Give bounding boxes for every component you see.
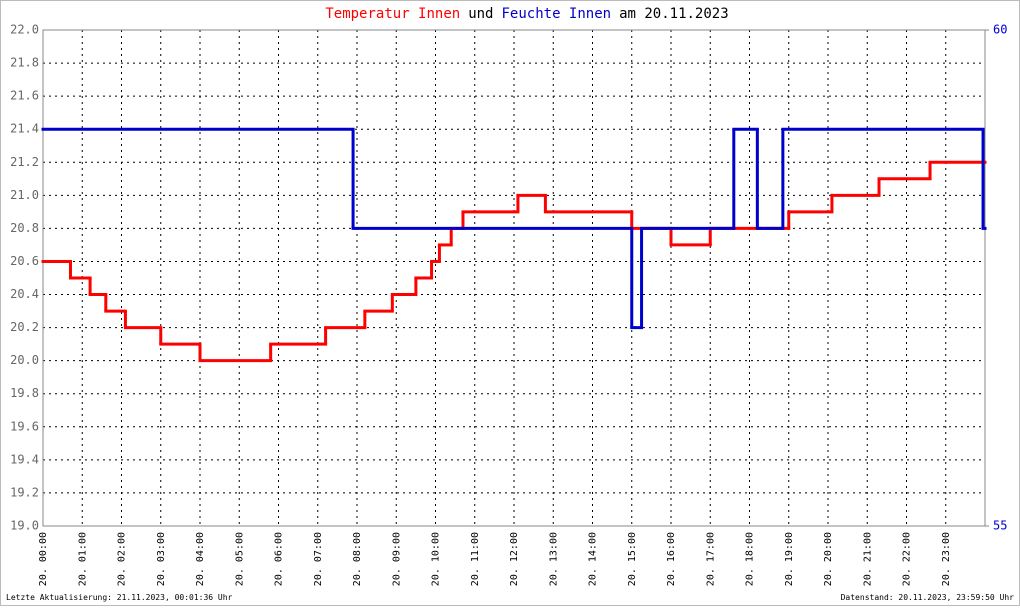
x-tick-label: 20. 11:00 [470, 532, 481, 586]
y-tick-label: 20.6 [10, 254, 39, 268]
y-tick-label: 21.0 [10, 188, 39, 202]
x-tick-label: 20. 21:00 [862, 532, 873, 586]
x-tick-label: 20. 08:00 [352, 532, 363, 586]
y-tick-label: 21.8 [10, 56, 39, 70]
y2-tick-label: 55 [993, 519, 1007, 533]
series [41, 160, 987, 363]
y-tick-label: 19.4 [10, 452, 39, 466]
y-tick-label: 21.2 [10, 155, 39, 169]
x-tick-label: 20. 17:00 [705, 532, 716, 586]
series [41, 127, 987, 330]
x-tick-label: 20. 01:00 [77, 532, 88, 586]
x-tick-label: 20. 06:00 [274, 532, 285, 586]
y-tick-label: 20.8 [10, 221, 39, 235]
x-tick-label: 20. 12:00 [509, 532, 520, 586]
x-tick-label: 20. 14:00 [588, 532, 599, 586]
y-tick-label: 21.6 [10, 89, 39, 103]
y-tick-label: 20.0 [10, 353, 39, 367]
x-tick-label: 20. 00:00 [38, 532, 49, 586]
title-part: und [468, 6, 493, 22]
x-tick-label: 20. 18:00 [745, 532, 756, 586]
x-tick-label: 20. 10:00 [431, 532, 442, 586]
x-tick-label: 20. 07:00 [313, 532, 324, 586]
footer-left: Letzte Aktualisierung: 21.11.2023, 00:01… [6, 593, 233, 602]
title-part: Temperatur Innen [325, 6, 460, 22]
x-tick-label: 20. 22:00 [902, 532, 913, 586]
title-part: am 20.11.2023 [619, 6, 729, 22]
y-tick-label: 19.6 [10, 419, 39, 433]
x-tick-label: 20. 13:00 [548, 532, 559, 586]
y-tick-label: 21.4 [10, 122, 39, 136]
y-tick-label: 19.0 [10, 519, 39, 533]
x-tick-label: 20. 04:00 [195, 532, 206, 586]
x-tick-label: 20. 09:00 [391, 532, 402, 586]
y-tick-label: 19.2 [10, 485, 39, 499]
y-tick-label: 20.4 [10, 287, 39, 301]
x-tick-label: 20. 19:00 [784, 532, 795, 586]
x-tick-label: 20. 23:00 [941, 532, 952, 586]
chart-title: Temperatur Innen und Feuchte Innen am 20.11… [325, 6, 728, 22]
footer-right: Datenstand: 20.11.2023, 23:59:50 Uhr [841, 593, 1015, 602]
title-part: Feuchte Innen [502, 6, 612, 22]
y-tick-label: 20.2 [10, 320, 39, 334]
y-tick-label: 19.8 [10, 386, 39, 400]
y-tick-label: 22.0 [10, 23, 39, 37]
x-tick-label: 20. 05:00 [234, 532, 245, 586]
x-tick-label: 20. 15:00 [627, 532, 638, 586]
plot-border [42, 29, 986, 527]
x-tick-label: 20. 16:00 [666, 532, 677, 586]
x-tick-label: 20. 20:00 [823, 532, 834, 586]
x-tick-label: 20. 03:00 [156, 532, 167, 586]
x-tick-label: 20. 02:00 [117, 532, 128, 586]
y2-tick-label: 60 [993, 23, 1007, 37]
